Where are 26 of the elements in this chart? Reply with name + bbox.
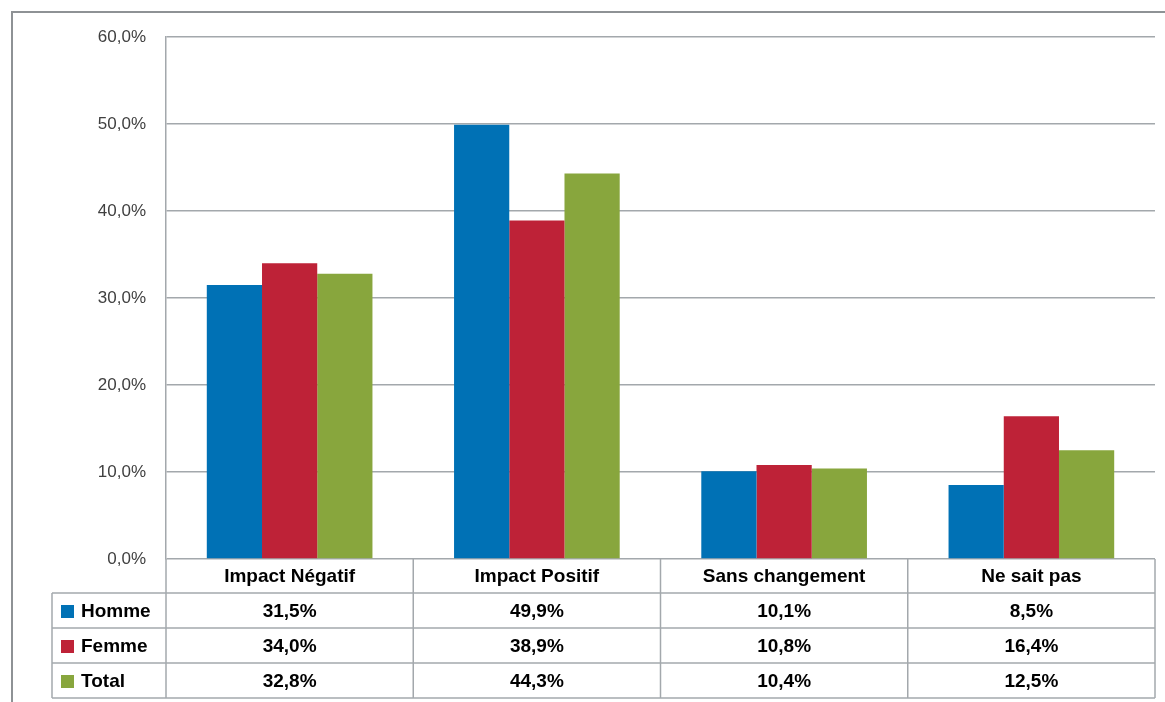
- x-tick-label: Ne sait pas: [981, 565, 1082, 587]
- y-tick-label: 40,0%: [97, 200, 146, 220]
- y-tick-label: 20,0%: [97, 374, 146, 394]
- legend-label: Total: [81, 669, 125, 691]
- legend-label: Homme: [81, 599, 151, 621]
- legend-label: Femme: [81, 634, 148, 656]
- x-tick-label: Impact Négatif: [224, 565, 356, 587]
- x-tick-label: Sans changement: [702, 565, 867, 587]
- data-label: 34,0%: [262, 634, 317, 656]
- data-label: 44,3%: [509, 669, 564, 691]
- y-tick-label: 0,0%: [107, 548, 146, 568]
- data-label: 49,9%: [509, 599, 564, 621]
- data-label: 10,4%: [757, 669, 812, 691]
- data-label: 16,4%: [1004, 634, 1059, 656]
- y-tick-label: 30,0%: [97, 287, 146, 307]
- data-label: 38,9%: [509, 634, 564, 656]
- y-tick-label: 50,0%: [97, 113, 146, 133]
- y-tick-label: 10,0%: [97, 461, 146, 481]
- data-label: 31,5%: [262, 599, 317, 621]
- data-label: 10,1%: [757, 599, 812, 621]
- data-label: 32,8%: [262, 669, 317, 691]
- y-tick-label: 60,0%: [97, 26, 146, 46]
- data-label: 12,5%: [1004, 669, 1059, 691]
- x-tick-label: Impact Positif: [474, 565, 600, 587]
- data-label: 10,8%: [757, 634, 812, 656]
- data-label: 8,5%: [1009, 599, 1054, 621]
